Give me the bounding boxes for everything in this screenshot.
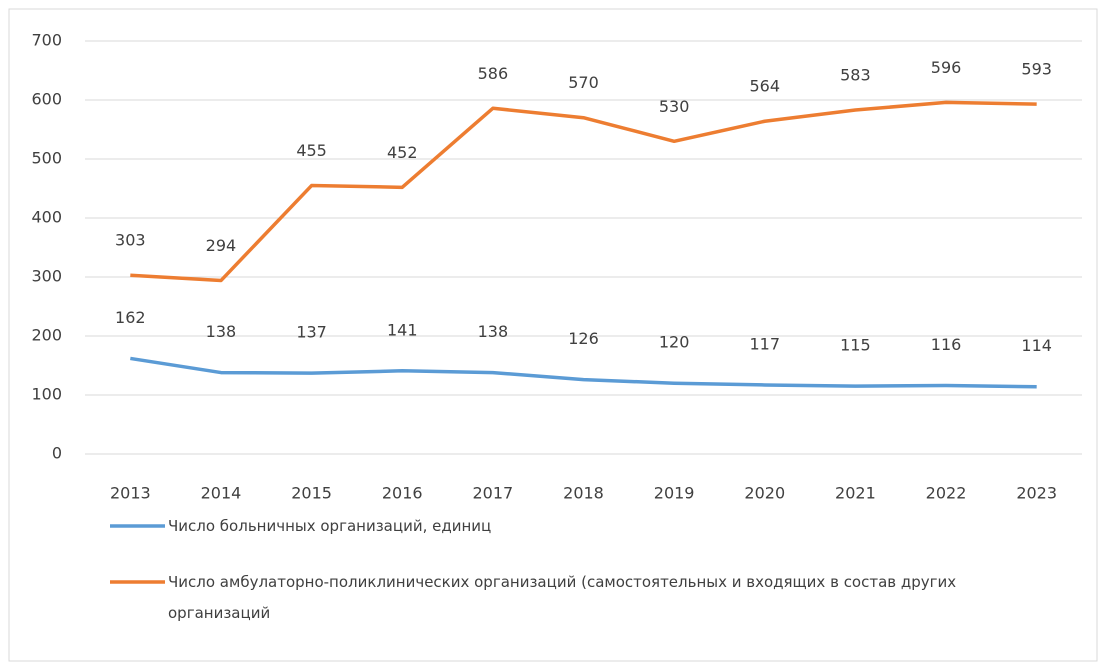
y-tick-label: 700	[31, 31, 62, 50]
x-tick-label: 2013	[110, 484, 151, 503]
x-tick-label: 2023	[1016, 484, 1057, 503]
data-label: 530	[659, 97, 690, 116]
data-label: 120	[659, 333, 690, 352]
border	[8, 8, 1098, 662]
data-label: 114	[1021, 336, 1052, 355]
series-line	[130, 100, 1037, 283]
data-label: 116	[931, 335, 962, 354]
data-label: 303	[115, 231, 146, 250]
y-tick-label: 200	[31, 326, 62, 345]
x-tick-label: 2021	[835, 484, 876, 503]
x-tick-label: 2019	[654, 484, 695, 503]
legend-label: Число амбулаторно-поликлинических органи…	[168, 573, 957, 622]
x-tick-label: 2017	[473, 484, 514, 503]
data-label: 564	[749, 77, 780, 96]
data-label: 596	[931, 58, 962, 77]
data-label: 593	[1021, 60, 1052, 79]
data-label: 162	[115, 308, 146, 327]
x-tick-label: 2022	[926, 484, 967, 503]
data-label: 586	[478, 64, 509, 83]
data-label: 137	[296, 323, 327, 342]
y-tick-label: 400	[31, 208, 62, 227]
data-label: 570	[568, 73, 599, 92]
series-line	[130, 356, 1037, 389]
data-label: 141	[387, 320, 418, 339]
data-label: 138	[206, 322, 237, 341]
x-tick-label: 2015	[291, 484, 332, 503]
y-tick-label: 600	[31, 90, 62, 109]
data-label: 294	[206, 236, 237, 255]
data-label: 138	[478, 322, 509, 341]
x-tick-label: 2014	[201, 484, 242, 503]
data-label: 452	[387, 143, 418, 162]
data-label: 115	[840, 336, 871, 355]
y-tick-label: 0	[52, 444, 62, 463]
data-label: 455	[296, 141, 327, 160]
x-tick-label: 2016	[382, 484, 423, 503]
x-tick-label: 2020	[744, 484, 785, 503]
x-tick-label: 2018	[563, 484, 604, 503]
y-tick-label: 500	[31, 149, 62, 168]
legend-label: Число больничных организаций, единиц	[168, 517, 492, 535]
y-tick-label: 300	[31, 267, 62, 286]
data-label: 126	[568, 329, 599, 348]
data-label: 583	[840, 66, 871, 85]
data-label: 117	[749, 334, 780, 353]
y-tick-label: 100	[31, 385, 62, 404]
